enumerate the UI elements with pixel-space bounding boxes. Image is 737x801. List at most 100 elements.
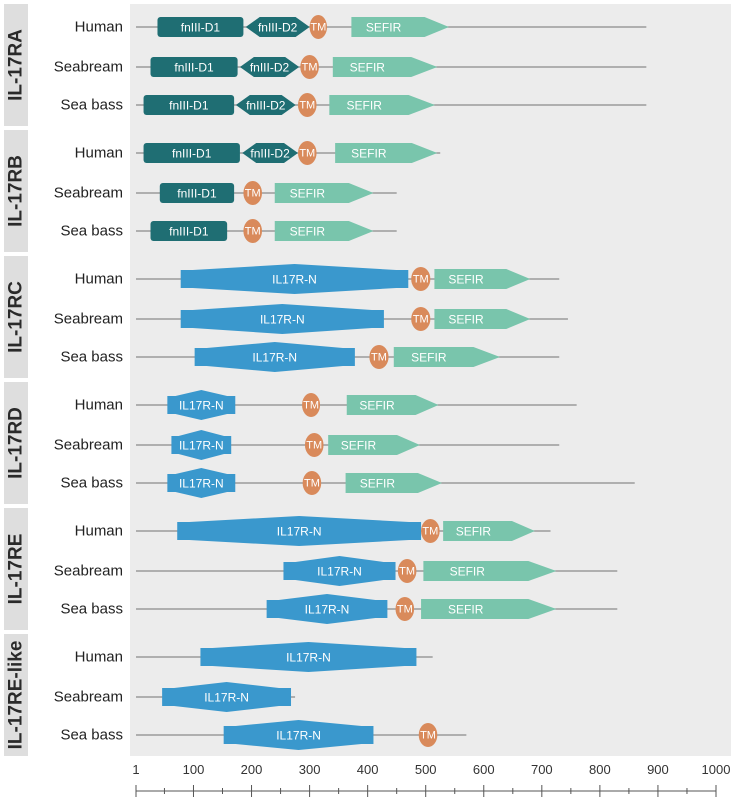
sefir-domain — [329, 95, 435, 115]
domain-label: fnIII-D1 — [177, 187, 217, 201]
axis-tick-label: 500 — [415, 762, 437, 777]
group-label: IL-17RE — [6, 534, 27, 605]
sefir-domain — [434, 309, 531, 329]
domain-label: TM — [310, 22, 326, 34]
group-label-background — [4, 508, 28, 630]
fniii-domain — [150, 57, 238, 77]
tm-domain — [302, 393, 321, 417]
il17r-n-domain — [177, 516, 422, 546]
protein-row: Seabream IL17R-N — [54, 682, 296, 712]
sefir-domain — [421, 599, 557, 619]
domain-label: SEFIR — [411, 351, 447, 365]
fniii-domain — [143, 95, 235, 115]
group-label-background — [4, 256, 28, 378]
axis-tick-label: 400 — [357, 762, 379, 777]
domain-label: SEFIR — [448, 313, 484, 327]
sefir-domain — [423, 561, 557, 581]
species-label: Seabream — [54, 437, 123, 454]
domain-label: SEFIR — [359, 399, 395, 413]
protein-row: Sea bass fnIII-D1 fnIII-D2 TM SEFIR — [60, 93, 647, 117]
domain-label: SEFIR — [351, 147, 387, 161]
domain-label: TM — [302, 62, 318, 74]
il17r-n-domain — [171, 430, 232, 460]
species-label: Human — [75, 397, 123, 414]
domain-label: TM — [299, 100, 315, 112]
axis-tick-label: 800 — [589, 762, 611, 777]
domain-label: SEFIR — [456, 525, 492, 539]
axis-tick-label: 100 — [183, 762, 205, 777]
axis-tick-label: 300 — [299, 762, 321, 777]
domain-label: IL17R-N — [260, 313, 305, 327]
group-label: IL-17RE-like — [6, 641, 27, 750]
sefir-domain — [335, 143, 438, 163]
domain-label: fnIII-D2 — [250, 61, 290, 75]
tm-domain — [300, 55, 319, 79]
protein-row: Human fnIII-D1 fnIII-D2 TM SEFIR — [75, 141, 441, 165]
protein-row: Sea bass IL17R-N TM SEFIR — [60, 594, 618, 624]
domain-panel-background — [130, 4, 731, 756]
sefir-domain — [434, 269, 531, 289]
sefir-domain — [443, 521, 535, 541]
domain-label: TM — [299, 148, 315, 160]
species-label: Sea bass — [60, 475, 123, 492]
axis-tick-label: 1000 — [702, 762, 731, 777]
species-label: Seabream — [54, 185, 123, 202]
domain-label: SEFIR — [448, 273, 484, 287]
species-label: Human — [75, 145, 123, 162]
tm-domain — [411, 267, 431, 291]
domain-label: IL17R-N — [276, 729, 321, 743]
domain-label: TM — [245, 188, 261, 200]
sefir-domain — [274, 221, 374, 241]
protein-row: Seabream IL17R-N TM SEFIR — [54, 430, 560, 460]
protein-row: Seabream fnIII-D1 TM SEFIR — [54, 181, 397, 205]
domain-label: TM — [422, 526, 438, 538]
sefir-domain — [328, 435, 420, 455]
il17r-n-domain — [223, 720, 374, 750]
domain-label: TM — [303, 400, 319, 412]
il17r-n-domain — [283, 556, 396, 586]
domain-label: SEFIR — [347, 99, 383, 113]
il17r-n-domain — [200, 642, 417, 672]
protein-row: Human IL17R-N TM SEFIR — [75, 390, 577, 420]
fniii-domain — [235, 95, 296, 115]
protein-row: Seabream fnIII-D1 fnIII-D2 TM SEFIR — [54, 55, 647, 79]
fniii-domain — [242, 143, 298, 163]
protein-row: Sea bass IL17R-N TM SEFIR — [60, 342, 560, 372]
domain-label: TM — [304, 478, 320, 490]
domain-label: TM — [413, 274, 429, 286]
species-label: Sea bass — [60, 601, 123, 618]
domain-label: fnIII-D1 — [169, 225, 209, 239]
domain-label: fnIII-D2 — [258, 21, 298, 35]
tm-domain — [297, 93, 317, 117]
il17r-n-domain — [194, 342, 355, 372]
protein-row: Human IL17R-N TM SEFIR — [75, 264, 560, 294]
domain-label: IL17R-N — [286, 651, 331, 665]
il17r-n-domain — [162, 682, 292, 712]
species-label: Human — [75, 649, 123, 666]
tm-domain — [397, 559, 417, 583]
fniii-domain — [245, 17, 310, 37]
domain-label: TM — [397, 604, 413, 616]
sefir-domain — [345, 473, 442, 493]
domain-label: SEFIR — [448, 603, 484, 617]
species-label: Sea bass — [60, 727, 123, 744]
domain-label: TM — [399, 566, 415, 578]
domain-label: IL17R-N — [272, 273, 317, 287]
tm-domain — [243, 181, 262, 205]
tm-domain — [297, 141, 317, 165]
domain-label: fnIII-D1 — [169, 99, 209, 113]
domain-label: SEFIR — [366, 21, 402, 35]
domain-label: fnIII-D2 — [250, 147, 290, 161]
axis-tick-label: 600 — [473, 762, 495, 777]
protein-row: Seabream IL17R-N TM SEFIR — [54, 556, 618, 586]
domain-label: IL17R-N — [277, 525, 322, 539]
fniii-domain — [143, 143, 240, 163]
domain-label: fnIII-D1 — [181, 21, 221, 35]
domain-label: fnIII-D1 — [172, 147, 212, 161]
sefir-domain — [346, 395, 439, 415]
group-label-background — [4, 382, 28, 504]
group-label: IL-17RD — [6, 407, 27, 479]
domain-label: SEFIR — [290, 187, 326, 201]
